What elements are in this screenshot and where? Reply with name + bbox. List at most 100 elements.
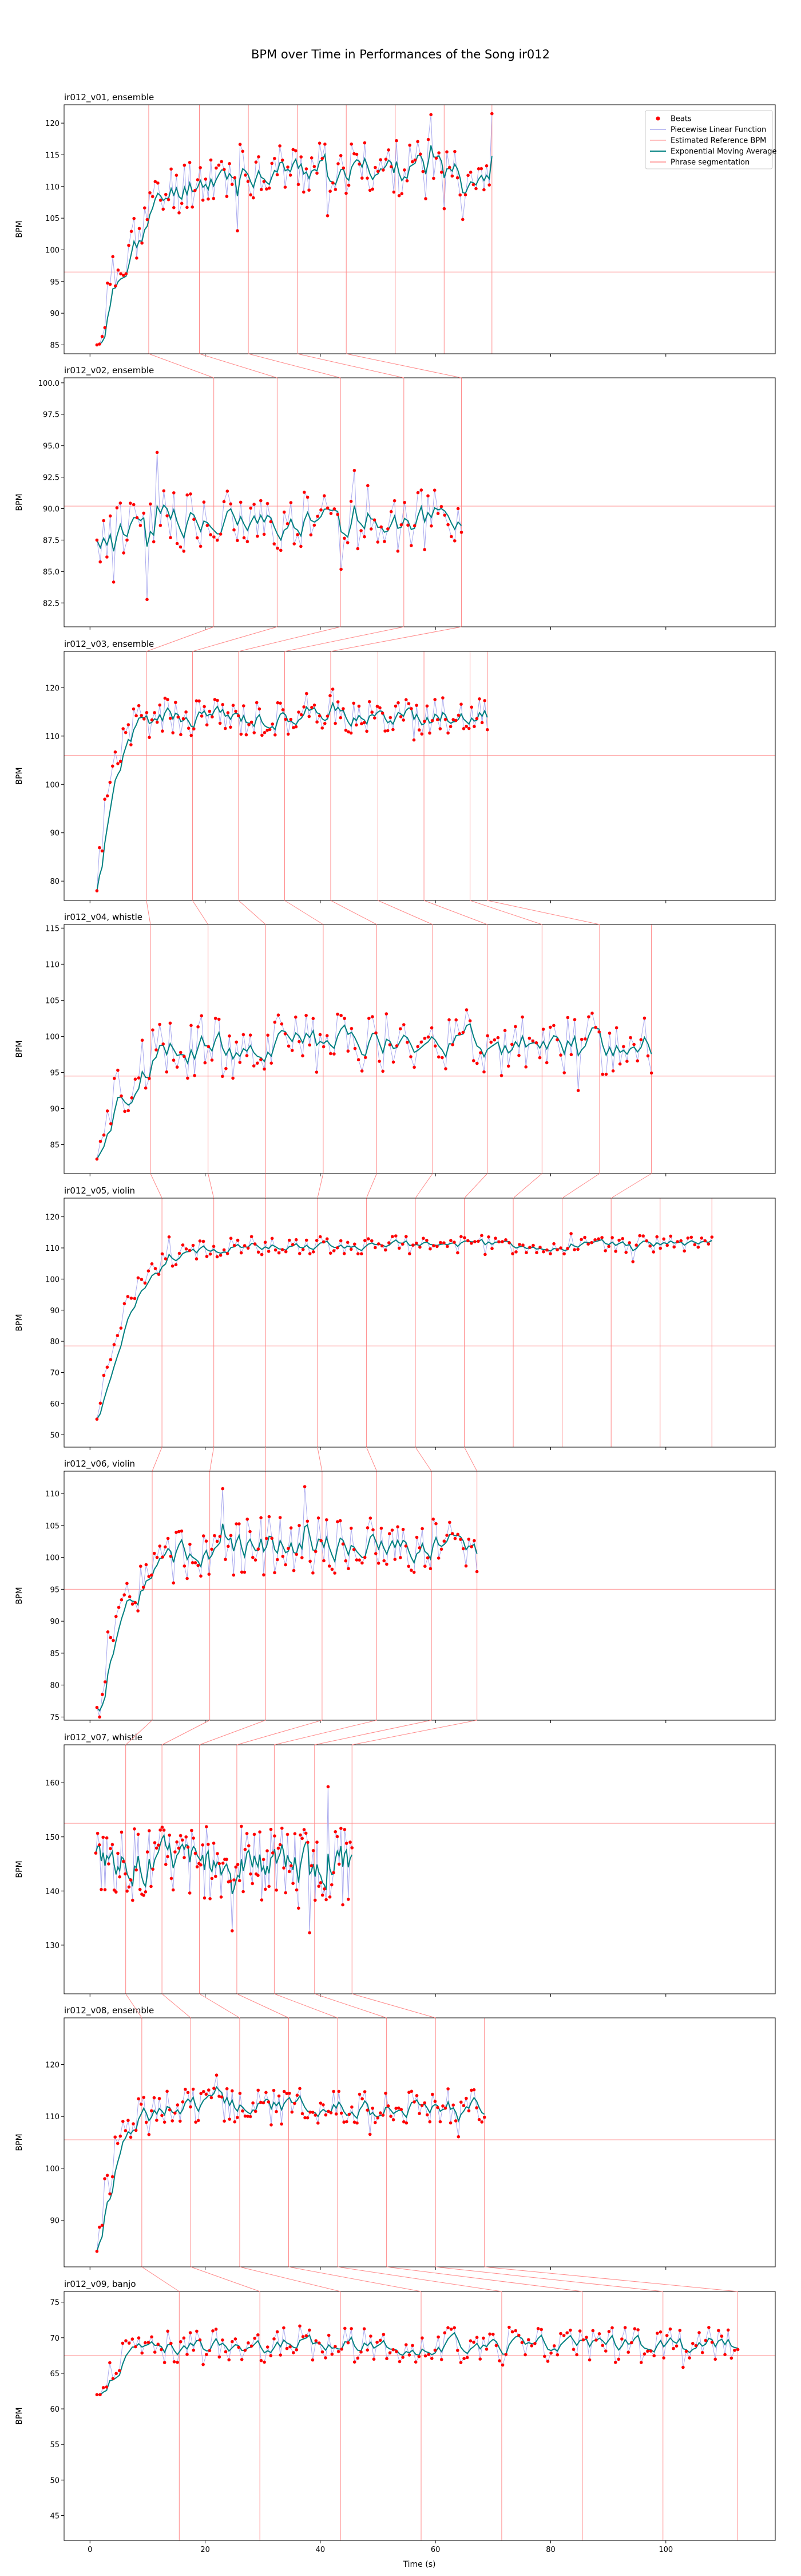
- beat-point: [333, 1571, 336, 1575]
- beat-point: [477, 1239, 480, 1243]
- beat-point: [227, 1544, 230, 1548]
- beat-point: [584, 1037, 587, 1041]
- beat-point: [377, 1242, 380, 1246]
- beat-point: [137, 1076, 141, 1080]
- beat-point: [198, 1239, 202, 1243]
- beat-point: [221, 1862, 225, 1865]
- beat-point: [356, 547, 360, 551]
- beat-point: [614, 1026, 618, 1030]
- beat-point: [412, 1570, 416, 1574]
- beat-point: [219, 1254, 223, 1257]
- beat-point: [562, 1071, 566, 1074]
- beat-point: [153, 1841, 157, 1844]
- beat-point: [352, 2360, 356, 2364]
- beat-point: [269, 2123, 273, 2127]
- beat-point: [459, 1235, 463, 1238]
- beat-point: [183, 1564, 187, 1568]
- beat-point: [469, 2339, 473, 2342]
- beat-point: [280, 159, 284, 162]
- beat-point: [158, 1544, 162, 1548]
- beat-point: [456, 2349, 459, 2352]
- beat-point: [162, 2361, 166, 2364]
- beat-point: [388, 2351, 392, 2354]
- beat-point: [282, 1866, 285, 1870]
- y-tick-label: 85: [50, 1650, 60, 1658]
- panel-title: ir012_v03, ensemble: [64, 639, 154, 650]
- beat-point: [312, 704, 316, 707]
- beat-point: [380, 1244, 384, 1248]
- beat-point: [485, 164, 489, 168]
- phrase-connector: [470, 900, 542, 925]
- beat-point: [265, 1849, 269, 1852]
- beat-point: [324, 2356, 327, 2360]
- beat-point: [431, 1518, 435, 1521]
- beat-point: [256, 2333, 260, 2337]
- beat-point: [152, 540, 156, 544]
- beat-point: [174, 701, 177, 704]
- beat-point: [604, 2349, 608, 2353]
- beat-point: [101, 2386, 105, 2389]
- beat-point: [498, 2359, 501, 2362]
- beat-point: [301, 2335, 305, 2338]
- beat-point: [407, 702, 411, 705]
- beat-point: [209, 533, 212, 536]
- phrase-connector: [415, 1447, 432, 1472]
- beat-point: [295, 1888, 299, 1892]
- beat-point: [458, 193, 462, 197]
- beat-point: [179, 545, 183, 549]
- beat-point: [236, 539, 239, 542]
- beat-point: [383, 540, 386, 543]
- beat-point: [298, 2324, 302, 2328]
- beat-point: [263, 1240, 267, 1244]
- beat-point: [217, 2355, 221, 2359]
- beat-point: [170, 1264, 175, 1268]
- beat-point: [434, 156, 438, 160]
- beat-point: [415, 2094, 419, 2097]
- beat-point: [350, 2327, 353, 2330]
- beat-point: [337, 1862, 341, 1866]
- beat-point: [475, 1061, 479, 1065]
- beat-point: [413, 2100, 416, 2104]
- beat-point: [514, 1250, 518, 1254]
- beat-point: [382, 1559, 386, 1563]
- legend-marker-beats: [656, 116, 660, 121]
- beat-point: [193, 189, 197, 192]
- beat-point: [142, 1894, 145, 1897]
- beat-point: [170, 2119, 175, 2123]
- beat-point: [360, 1069, 364, 1073]
- beat-point: [160, 1826, 164, 1829]
- beat-point: [438, 727, 442, 730]
- beat-point: [451, 1043, 454, 1046]
- beat-point: [450, 535, 453, 539]
- beat-point: [723, 2353, 727, 2357]
- beat-point: [363, 141, 367, 145]
- beat-point: [252, 731, 256, 734]
- y-tick-label: 60: [50, 2405, 60, 2414]
- beat-point: [262, 180, 266, 183]
- beat-point: [196, 178, 200, 181]
- y-tick-label: 90: [50, 1307, 60, 1315]
- beat-point: [273, 1020, 277, 1024]
- beat-point: [310, 706, 314, 709]
- beat-point: [229, 502, 233, 506]
- y-tick-label: 100: [45, 781, 60, 789]
- beat-point: [118, 501, 122, 505]
- y-tick-label: 90: [50, 310, 60, 318]
- beat-point: [453, 1240, 456, 1244]
- beat-point: [98, 846, 101, 850]
- beat-point: [349, 1247, 353, 1251]
- beat-point: [241, 2109, 244, 2113]
- beat-point: [188, 2331, 192, 2334]
- beat-point: [150, 2335, 153, 2339]
- beat-point: [344, 1842, 348, 1845]
- beat-point: [318, 141, 322, 145]
- beat-point: [339, 716, 343, 720]
- beat-point: [576, 1089, 580, 1092]
- beat-point: [435, 1244, 439, 1249]
- beat-point: [449, 725, 453, 728]
- beat-point: [270, 1536, 274, 1540]
- beat-point: [388, 716, 392, 720]
- beat-point: [155, 720, 159, 724]
- beat-point: [504, 2353, 508, 2356]
- beat-point: [246, 2115, 249, 2118]
